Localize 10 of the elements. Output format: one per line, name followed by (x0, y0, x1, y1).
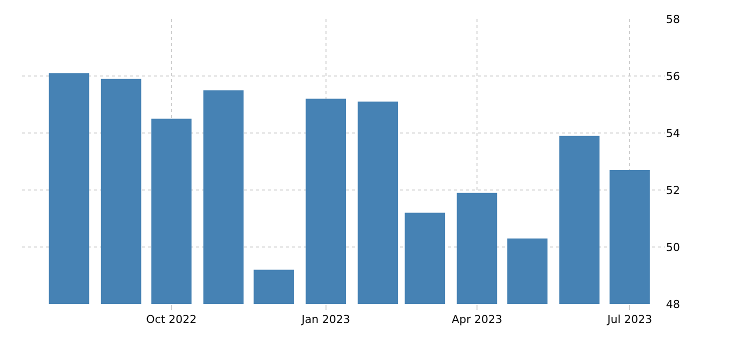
x-tick-label: Jul 2023 (606, 313, 652, 326)
x-tick-label: Oct 2022 (146, 313, 197, 326)
y-tick-label: 58 (666, 12, 680, 26)
y-tick-label: 56 (666, 70, 680, 83)
y-tick-label: 52 (666, 184, 680, 197)
y-tick-label: 50 (666, 240, 680, 254)
y-tick-label: 54 (666, 126, 680, 140)
x-tick-label: Apr 2023 (452, 313, 502, 326)
x-tick-label: Jan 2023 (300, 313, 350, 326)
y-tick-label: 48 (666, 298, 680, 311)
